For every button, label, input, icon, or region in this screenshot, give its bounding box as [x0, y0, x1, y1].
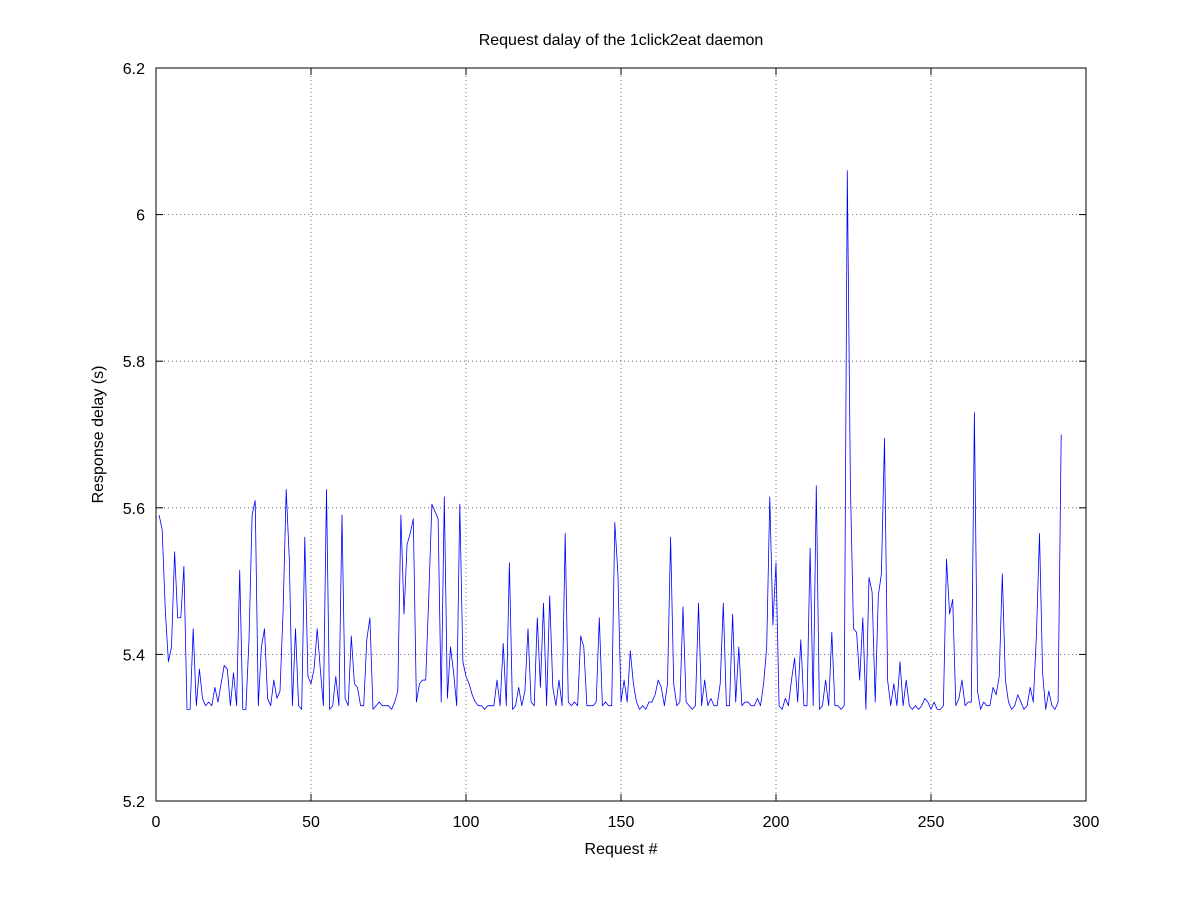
x-tick-label: 200 [763, 814, 790, 831]
x-tick-label: 50 [302, 814, 320, 831]
x-tick-label: 0 [152, 814, 161, 831]
y-tick-label: 5.8 [123, 354, 145, 371]
x-tick-label: 100 [453, 814, 480, 831]
grid [156, 68, 1086, 801]
y-tick-label: 6 [136, 208, 145, 225]
series-line [158, 170, 1062, 710]
y-tick-label: 5.6 [123, 501, 145, 518]
x-tick-label: 300 [1073, 814, 1100, 831]
x-tick-label: 250 [918, 814, 945, 831]
y-axis-label: Response delay (s) [90, 366, 107, 504]
y-tick-label: 5.4 [123, 647, 145, 664]
y-tick-label: 6.2 [123, 61, 145, 78]
ticks [155, 67, 1087, 802]
series-group [158, 170, 1062, 710]
x-axis-label: Request # [585, 841, 658, 858]
tick-labels: 0 50 100 150 200 250 300 5.2 5.4 5.6 5.8 6 6.2 [123, 61, 1100, 831]
x-tick-label: 150 [608, 814, 635, 831]
y-tick-label: 5.2 [123, 794, 145, 811]
chart-title: Request dalay of the 1click2eat daemon [479, 32, 764, 49]
